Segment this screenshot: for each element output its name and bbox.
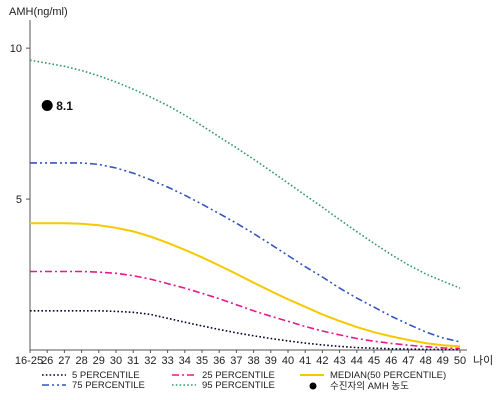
x-tick-label: 16-25 [15,355,43,367]
x-tick-label: 36 [213,355,225,367]
legend-point-swatch [309,382,317,390]
series-lines [29,59,461,351]
x-tick-label: 38 [247,355,259,367]
x-tick-label: 31 [127,355,139,367]
patient-amh-point [41,100,53,111]
x-tick-label: 34 [179,355,191,367]
y-tick-label: 5 [16,194,22,206]
annotation: 8.1 [41,99,73,113]
x-tick-label: 32 [144,355,156,367]
legend-label-point: 수진자의 AMH 농도 [330,381,409,392]
y-tick-label: 10 [10,43,22,55]
y-axis-label: AMH(ng/ml) [9,6,68,18]
x-tick-label: 28 [75,355,87,367]
x-tick-label: 45 [368,355,380,367]
x-tick-label: 48 [419,355,431,367]
x-tick-label: 40 [282,355,294,367]
x-tick-label: 46 [385,355,397,367]
x-tick-label: 33 [161,355,173,367]
x-tick-label: 49 [437,355,449,367]
x-tick-label: 47 [402,355,414,367]
x-tick-label: 29 [93,355,105,367]
x-tick-label: 37 [230,355,242,367]
legend-label-4: 95 PERCENTILE [202,380,275,391]
x-tick-label: 44 [351,355,363,367]
series-line-3 [30,162,461,343]
x-tick-label: 42 [316,355,328,367]
x-tick-label: 30 [110,355,122,367]
series-line-4 [29,59,461,289]
series-line-1 [30,270,461,350]
x-tick-label: 41 [299,355,311,367]
legend-label-2: MEDIAN(50 PERCENTILE) [330,370,446,381]
legend-label-0: 5 PERCENTILE [72,370,140,381]
x-tick-label: 27 [58,355,70,367]
series-line-0 [30,310,461,351]
x-tick-label: 39 [265,355,277,367]
series-line-2 [30,222,461,348]
x-tick-label: 43 [333,355,345,367]
x-tick-label: 50 [454,355,466,367]
x-axis-label: 나이 [473,354,493,367]
legend-label-1: 25 PERCENTILE [202,370,275,381]
legend-label-3: 75 PERCENTILE [72,380,145,391]
x-tick-label: 35 [196,355,208,367]
x-tick-label: 26 [41,355,53,367]
legend: 5 PERCENTILE 25 PERCENTILE MEDIAN(50 PERCE… [42,370,446,392]
patient-amh-value-label: 8.1 [56,99,73,113]
